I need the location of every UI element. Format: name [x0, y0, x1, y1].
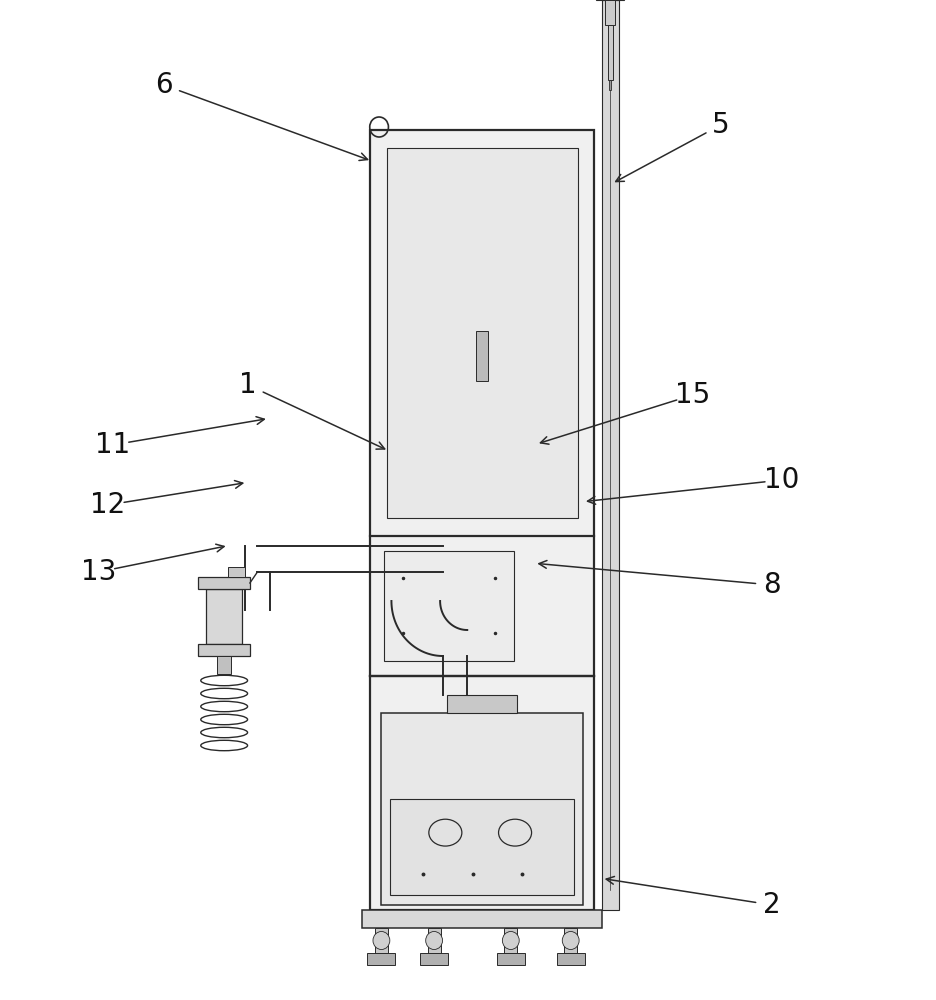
Text: 2: 2: [764, 891, 781, 919]
Text: 8: 8: [764, 571, 781, 599]
Text: 11: 11: [95, 431, 130, 459]
Bar: [387, 148, 578, 518]
Bar: [228, 567, 245, 577]
Bar: [606, 0, 615, 25]
Text: 5: 5: [712, 111, 729, 139]
Bar: [505, 928, 518, 953]
Circle shape: [426, 932, 443, 950]
Bar: [428, 928, 441, 953]
Bar: [362, 910, 602, 928]
Bar: [390, 799, 574, 895]
Bar: [367, 953, 395, 965]
Circle shape: [563, 932, 579, 950]
Bar: [420, 953, 448, 965]
Bar: [370, 130, 594, 910]
Bar: [607, 25, 613, 80]
Bar: [207, 589, 242, 644]
Bar: [602, 0, 619, 910]
Bar: [446, 695, 518, 713]
Bar: [381, 713, 583, 905]
Bar: [476, 331, 488, 381]
Bar: [198, 644, 250, 656]
Bar: [198, 577, 250, 589]
Bar: [564, 928, 578, 953]
Bar: [609, 80, 611, 90]
Bar: [384, 551, 514, 661]
Text: 10: 10: [764, 466, 799, 494]
Circle shape: [373, 932, 389, 950]
Bar: [374, 928, 388, 953]
Bar: [557, 953, 585, 965]
Text: 12: 12: [90, 491, 125, 519]
Bar: [497, 953, 525, 965]
Text: 1: 1: [240, 371, 256, 399]
Bar: [217, 656, 231, 674]
Text: 13: 13: [80, 558, 116, 586]
Circle shape: [503, 932, 519, 950]
Text: 6: 6: [155, 71, 172, 99]
Text: 15: 15: [675, 381, 710, 409]
